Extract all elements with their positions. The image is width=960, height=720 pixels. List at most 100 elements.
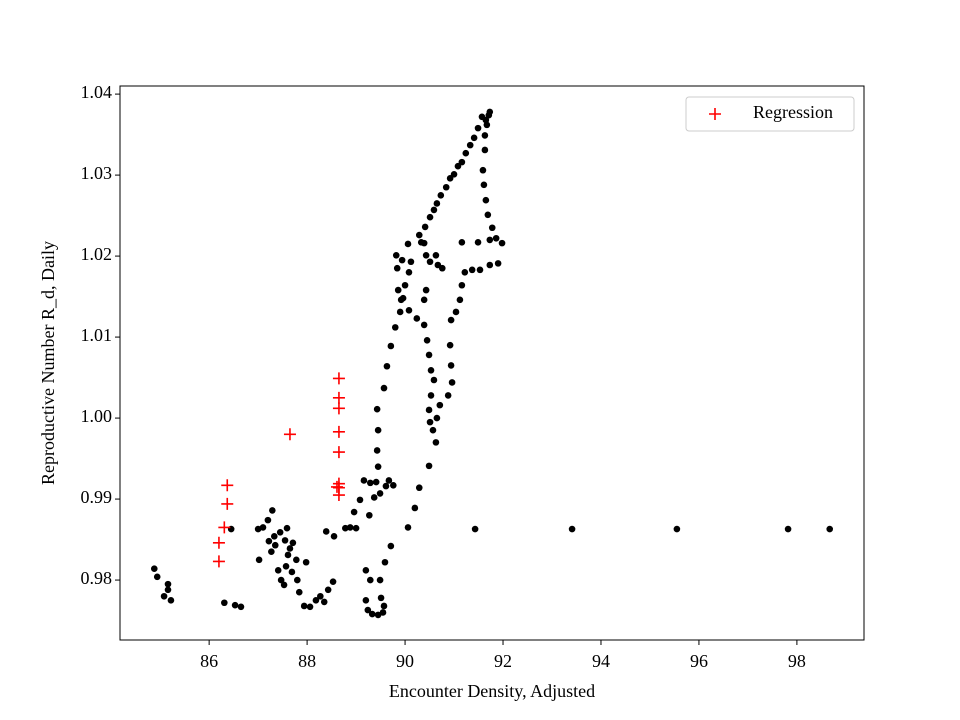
point bbox=[221, 599, 228, 607]
point bbox=[164, 580, 172, 588]
point bbox=[481, 132, 489, 139]
plus-marker bbox=[332, 372, 345, 385]
x-tick-label: 96 bbox=[690, 651, 708, 671]
point bbox=[283, 524, 291, 532]
point bbox=[370, 494, 378, 501]
plot-frame bbox=[119, 85, 865, 641]
point bbox=[374, 463, 382, 470]
point bbox=[432, 251, 440, 259]
point bbox=[380, 384, 388, 392]
point bbox=[476, 266, 484, 274]
point bbox=[673, 525, 681, 533]
point bbox=[268, 548, 275, 556]
point bbox=[286, 545, 294, 552]
point bbox=[415, 231, 423, 239]
point bbox=[425, 351, 433, 359]
plus-marker bbox=[332, 446, 345, 459]
plus-marker bbox=[218, 521, 231, 534]
point bbox=[450, 170, 458, 178]
point bbox=[486, 261, 494, 269]
point bbox=[399, 294, 407, 302]
plus-marker bbox=[330, 480, 343, 493]
point bbox=[436, 401, 444, 409]
point bbox=[342, 524, 349, 532]
point bbox=[366, 511, 373, 519]
point bbox=[274, 567, 282, 574]
point bbox=[446, 175, 454, 182]
point bbox=[270, 533, 278, 540]
point bbox=[458, 281, 466, 289]
point bbox=[427, 392, 435, 399]
point bbox=[362, 567, 370, 574]
point bbox=[486, 108, 494, 116]
point bbox=[479, 166, 487, 174]
point bbox=[826, 525, 834, 533]
point bbox=[433, 200, 441, 207]
point bbox=[447, 362, 455, 369]
point bbox=[329, 578, 337, 585]
point bbox=[433, 414, 441, 422]
point bbox=[480, 181, 488, 189]
plus-marker bbox=[221, 497, 234, 510]
point bbox=[277, 576, 285, 584]
x-tick-label: 98 bbox=[788, 651, 806, 671]
point bbox=[429, 426, 437, 434]
point bbox=[289, 539, 297, 547]
plus-marker bbox=[212, 536, 225, 549]
point bbox=[784, 525, 792, 533]
point bbox=[404, 240, 412, 248]
point bbox=[468, 266, 476, 274]
point bbox=[427, 366, 435, 374]
point bbox=[160, 592, 168, 600]
point bbox=[432, 439, 440, 446]
point bbox=[448, 379, 456, 386]
point bbox=[420, 321, 428, 329]
point bbox=[293, 556, 300, 564]
point bbox=[374, 611, 382, 619]
legend-box bbox=[685, 96, 855, 132]
point bbox=[346, 524, 354, 531]
point bbox=[396, 308, 404, 316]
point bbox=[381, 558, 389, 566]
point bbox=[390, 482, 397, 489]
point bbox=[405, 268, 413, 276]
point bbox=[264, 516, 272, 524]
point bbox=[423, 337, 431, 344]
point bbox=[426, 258, 434, 266]
point bbox=[350, 508, 358, 516]
point bbox=[259, 524, 267, 531]
point bbox=[484, 211, 492, 219]
point bbox=[312, 597, 320, 604]
plus-marker bbox=[212, 555, 225, 568]
y-tick-label: 1.03 bbox=[81, 163, 113, 183]
point bbox=[415, 484, 423, 492]
plus-marker bbox=[221, 479, 234, 492]
point bbox=[379, 609, 387, 616]
y-axis-label: Reproductive Number R_d, Daily bbox=[38, 241, 58, 485]
point bbox=[284, 551, 292, 559]
point bbox=[306, 603, 314, 611]
point bbox=[288, 568, 296, 576]
point bbox=[405, 307, 413, 314]
point bbox=[387, 342, 395, 350]
point bbox=[444, 392, 452, 399]
point bbox=[394, 286, 402, 294]
point bbox=[446, 341, 454, 349]
point bbox=[482, 196, 490, 204]
point bbox=[458, 158, 466, 166]
point bbox=[486, 236, 494, 244]
point bbox=[360, 477, 368, 484]
point bbox=[456, 296, 464, 304]
point bbox=[372, 478, 380, 486]
point bbox=[265, 537, 273, 545]
point bbox=[164, 586, 172, 594]
point bbox=[417, 239, 425, 246]
y-tick-label: 0.99 bbox=[81, 487, 113, 507]
point bbox=[401, 281, 409, 289]
point bbox=[374, 426, 382, 434]
point bbox=[352, 524, 360, 532]
point bbox=[461, 268, 469, 276]
point bbox=[382, 482, 390, 490]
point bbox=[387, 542, 395, 550]
